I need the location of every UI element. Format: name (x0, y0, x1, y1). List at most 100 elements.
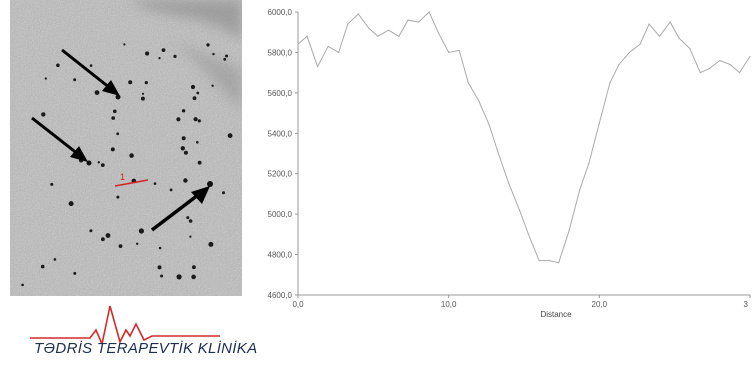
x-axis-ticks: 0,0 10,0 20,0 3 (292, 295, 751, 309)
particle-dot (158, 246, 162, 250)
particle-dot (100, 163, 105, 168)
particle-dot (101, 237, 105, 242)
particle-dot (116, 195, 120, 199)
data-point (738, 72, 741, 74)
particle-dot (73, 78, 77, 82)
particle-dot (111, 116, 115, 120)
data-point (538, 260, 540, 262)
particle-dot (176, 117, 181, 122)
arrow-pointer (31, 116, 88, 162)
data-point (467, 82, 469, 84)
particle-dot (128, 80, 133, 85)
x-axis-title: Distance (540, 310, 572, 319)
data-point (357, 13, 359, 15)
particle-dot (89, 229, 93, 233)
particle-dot (56, 63, 60, 68)
particle-dot (206, 43, 210, 47)
particle-dot (222, 191, 225, 195)
data-point (659, 35, 661, 37)
pulse-icon (30, 305, 220, 344)
particle-dot (89, 64, 93, 67)
particle-dot (173, 54, 177, 59)
particle-dot (138, 228, 144, 234)
particle-dot (97, 161, 101, 164)
particle-dot (193, 117, 198, 122)
data-point (648, 23, 650, 25)
plot-area (298, 12, 750, 295)
logo-text: TƏDRİS TERAPEVTİK KLİNİKA (34, 340, 258, 357)
data-point (628, 51, 631, 54)
data-point (508, 183, 510, 185)
data-point (618, 63, 620, 66)
particle-dot (196, 91, 200, 95)
y-tick-label: 5000,0 (268, 210, 293, 219)
data-point (639, 43, 641, 45)
logo: TƏDRİS TERAPEVTİK KLİNİKA (30, 300, 270, 364)
particle-dot (212, 52, 215, 56)
particle-dot (183, 150, 188, 155)
arrow-pointer (61, 48, 120, 96)
particle-dot (53, 258, 57, 261)
y-tick-label: 5400,0 (268, 129, 293, 138)
data-point (708, 68, 710, 70)
x-tick-label: 20,0 (592, 300, 608, 309)
data-point (678, 37, 680, 39)
particle-dot (161, 48, 166, 52)
particle-dot (180, 146, 185, 151)
particle-dot (153, 182, 157, 185)
data-point (588, 163, 590, 165)
particle-dot (44, 77, 47, 80)
particle-target (86, 160, 92, 166)
particle-dot (176, 274, 182, 280)
data-point (699, 72, 701, 74)
particle-dot (225, 54, 229, 58)
data-point (437, 31, 439, 33)
data-point (549, 260, 551, 262)
data-point (368, 27, 370, 29)
micrograph-dark-region (170, 40, 242, 110)
data-point (729, 63, 732, 66)
series-line (297, 11, 751, 264)
data-point (558, 262, 560, 264)
data-point (488, 124, 490, 126)
particle-dot (189, 235, 192, 238)
particle-dot (41, 112, 46, 117)
y-tick-label: 6000,0 (268, 8, 293, 17)
particle-dot (160, 274, 164, 278)
particle-dot (208, 241, 214, 247)
data-point (387, 29, 389, 31)
data-point (568, 229, 570, 231)
data-point (669, 21, 671, 23)
data-point (749, 55, 751, 58)
particle-dot (186, 216, 190, 220)
particle-dot (169, 188, 173, 192)
particle-dot (50, 182, 54, 186)
data-point (398, 35, 400, 37)
data-point (377, 35, 379, 37)
particle-dot (181, 136, 186, 141)
data-point (306, 35, 308, 37)
measure-label: 1 (120, 172, 125, 182)
particle-target (207, 181, 213, 187)
particle-dot (223, 57, 227, 61)
particle-dot (191, 274, 196, 280)
particle-dot (227, 133, 233, 139)
y-tick-label: 5600,0 (268, 89, 293, 98)
particle-dot (188, 219, 193, 223)
particle-dot (181, 109, 186, 113)
particle-dot (68, 201, 74, 207)
data-point (518, 209, 521, 211)
x-tick-label: 3 (744, 300, 749, 309)
series-points (297, 11, 751, 264)
data-point (347, 23, 349, 25)
y-tick-label: 4800,0 (268, 251, 293, 260)
x-tick-label: 10,0 (441, 300, 457, 309)
particle-dot (118, 244, 123, 249)
data-point (579, 189, 581, 191)
particle-dot (94, 90, 100, 95)
x-tick-label: 0,0 (292, 300, 304, 309)
y-tick-label: 5200,0 (268, 170, 293, 179)
y-tick-label: 5800,0 (268, 48, 293, 57)
particle-dot (141, 92, 145, 95)
data-point (478, 100, 480, 102)
